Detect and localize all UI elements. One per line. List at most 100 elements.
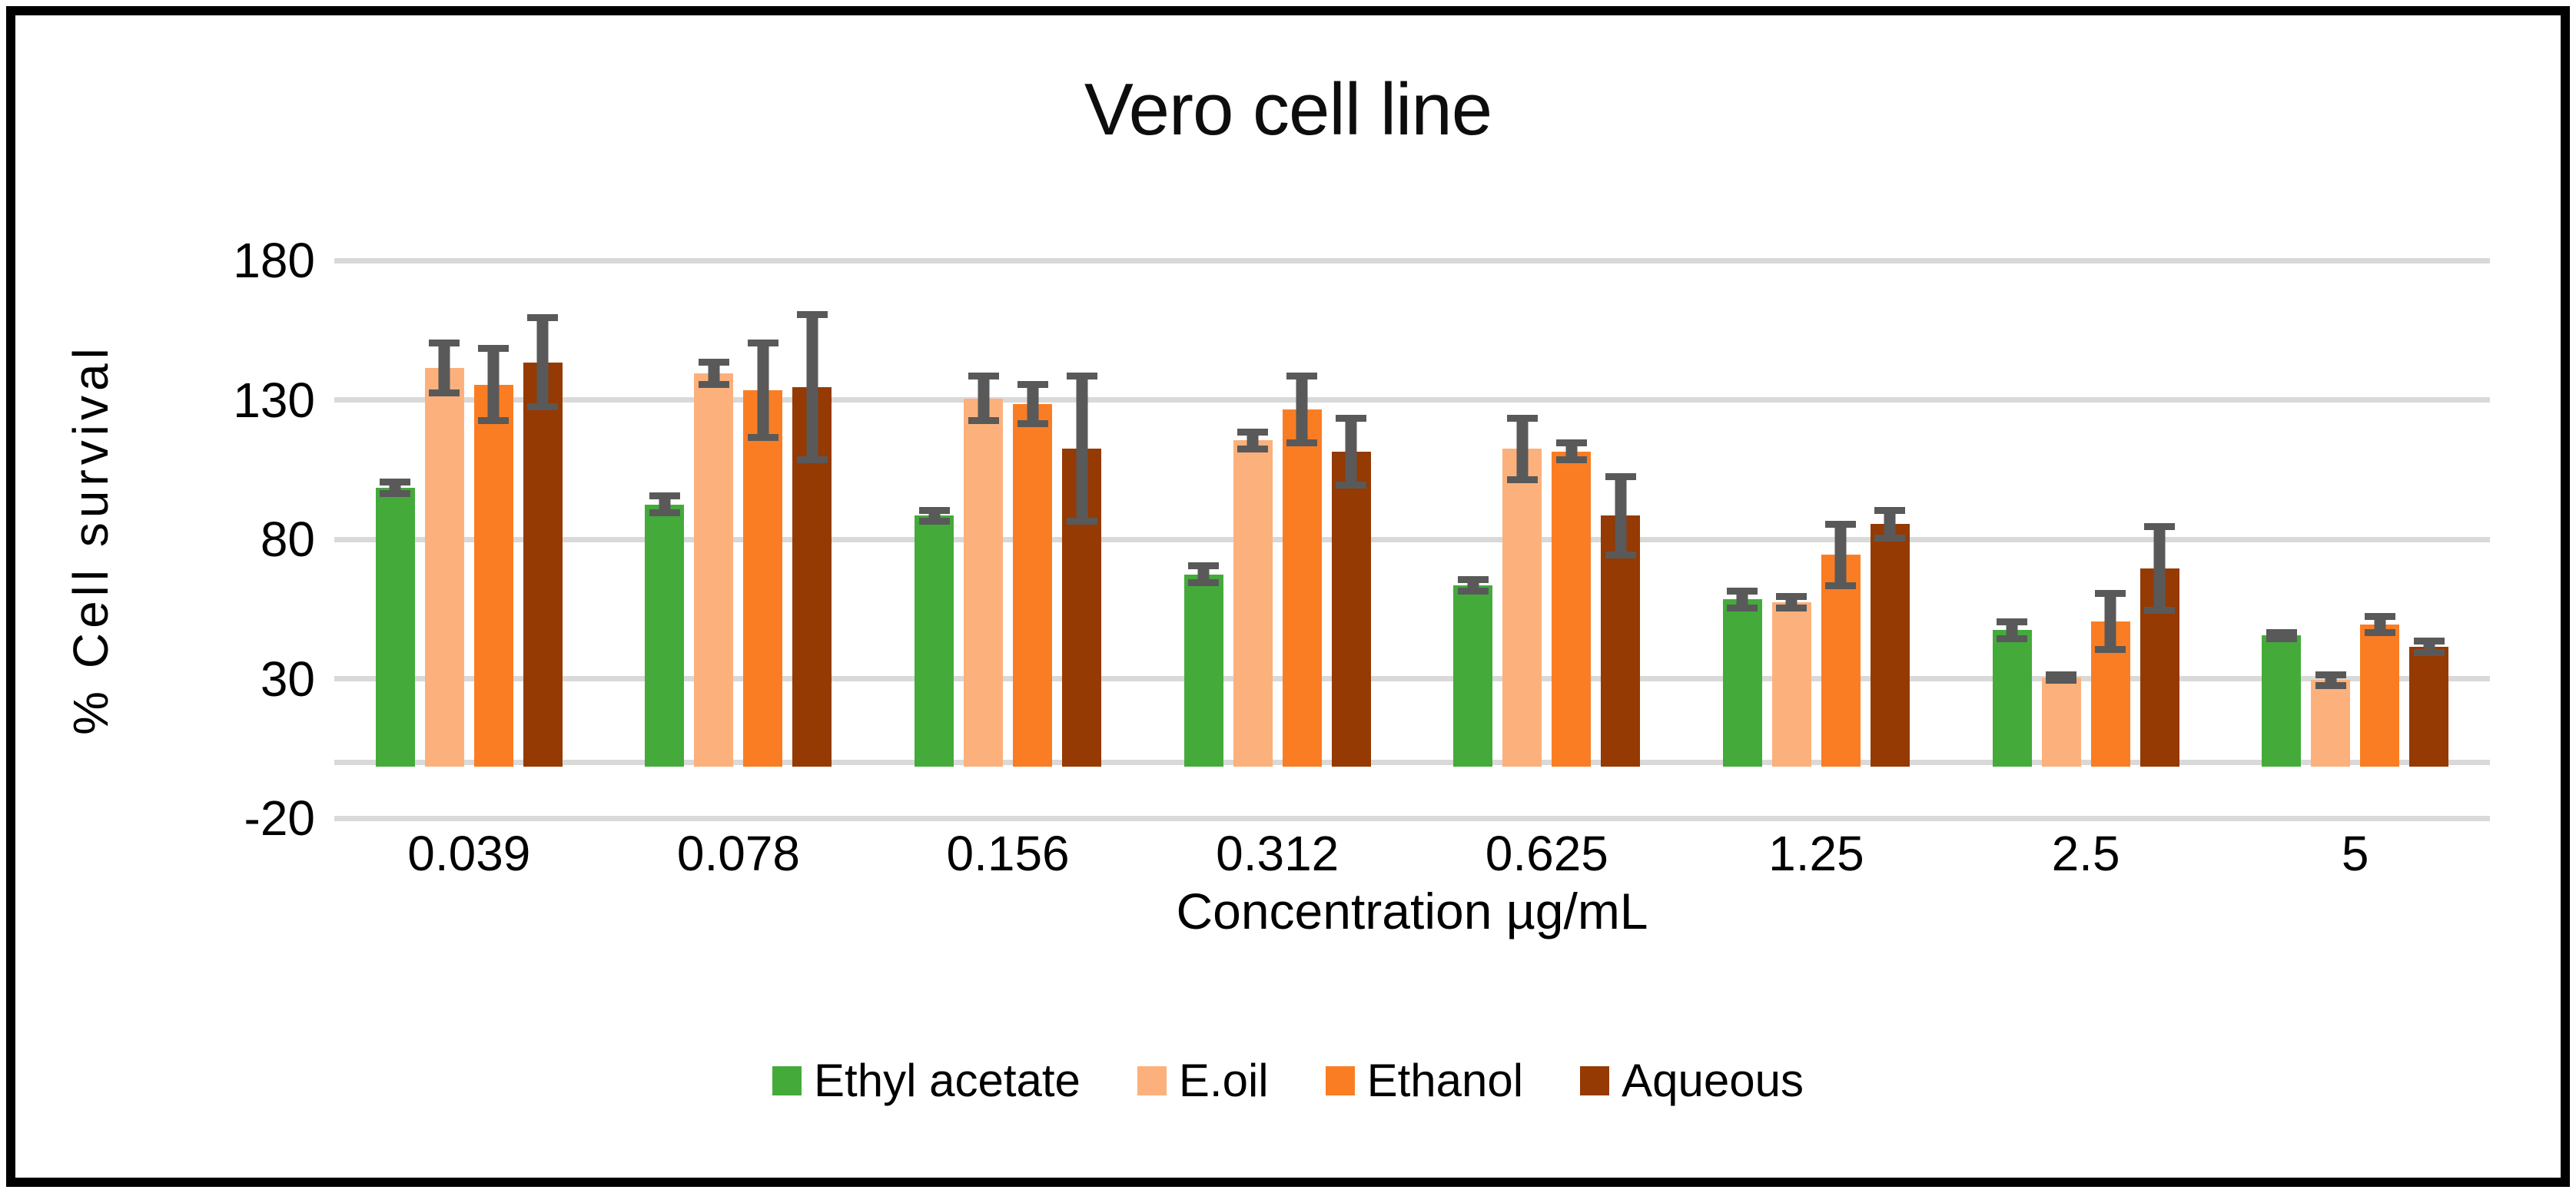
error-cap-top bbox=[2095, 590, 2126, 598]
error-bar bbox=[2144, 523, 2176, 615]
bar-ethyl-acetate-0.312 bbox=[1183, 562, 1223, 767]
error-cap-top bbox=[1997, 618, 2028, 625]
error-cap-bottom bbox=[1555, 456, 1587, 464]
legend-swatch-icon bbox=[772, 1065, 802, 1095]
error-cap-top bbox=[2364, 612, 2395, 620]
error-cap-top bbox=[1457, 576, 1489, 584]
legend-item-aqueous: Aqueous bbox=[1580, 1054, 1804, 1107]
error-whisker bbox=[1565, 442, 1578, 462]
error-cap-bottom bbox=[1825, 582, 1857, 589]
x-tick-label-0.625: 0.625 bbox=[1485, 826, 1608, 881]
error-cap-top bbox=[2315, 671, 2346, 678]
bar-e-oil-0.078 bbox=[694, 359, 734, 767]
y-tick-label--20: -20 bbox=[244, 790, 316, 846]
bar-ethyl-acetate-2.5 bbox=[1992, 618, 2032, 767]
error-whisker bbox=[1516, 416, 1529, 481]
error-bar bbox=[1555, 439, 1587, 464]
x-tick-label-5: 5 bbox=[2341, 826, 2369, 881]
error-whisker bbox=[536, 316, 549, 409]
error-bar bbox=[747, 339, 778, 442]
bar-aqueous-5 bbox=[2409, 638, 2449, 767]
error-whisker bbox=[438, 341, 450, 395]
error-cap-top bbox=[2046, 671, 2077, 678]
chart-title: Vero cell line bbox=[1084, 68, 1492, 151]
error-whisker bbox=[1345, 416, 1357, 486]
error-cap-bottom bbox=[1457, 587, 1489, 595]
error-bar bbox=[478, 345, 510, 425]
error-cap-bottom bbox=[1506, 476, 1538, 483]
bar-ethyl-acetate-0.625 bbox=[1453, 576, 1493, 767]
y-tick-label-30: 30 bbox=[260, 651, 315, 707]
bar-ethanol-5 bbox=[2360, 612, 2400, 767]
error-bar bbox=[2095, 590, 2126, 654]
legend-swatch-icon bbox=[1325, 1065, 1355, 1095]
error-cap-bottom bbox=[1017, 420, 1048, 428]
bar-group-5 bbox=[2220, 260, 2490, 767]
legend-label: Aqueous bbox=[1622, 1055, 1804, 1106]
error-cap-top bbox=[1066, 373, 1097, 380]
error-cap-top bbox=[747, 339, 778, 346]
error-whisker bbox=[2153, 525, 2166, 612]
error-bar bbox=[2266, 629, 2297, 642]
error-cap-bottom bbox=[527, 403, 559, 411]
error-bar bbox=[1506, 414, 1538, 483]
error-whisker bbox=[806, 313, 818, 462]
error-cap-top bbox=[527, 314, 559, 322]
error-bar bbox=[1188, 562, 1220, 586]
bar-aqueous-2.5 bbox=[2139, 523, 2179, 767]
bar-ethanol-1.25 bbox=[1821, 520, 1861, 767]
error-cap-top bbox=[1336, 414, 1367, 422]
error-cap-bottom bbox=[380, 489, 411, 497]
x-tick-label-2.5: 2.5 bbox=[2051, 826, 2120, 881]
error-cap-bottom bbox=[1605, 551, 1636, 558]
x-axis-title: Concentration µg/mL bbox=[1176, 883, 1648, 939]
gridline-130 bbox=[334, 397, 2490, 403]
error-bar bbox=[1874, 506, 1906, 542]
error-cap-top bbox=[968, 373, 999, 380]
bar-aqueous-0.078 bbox=[792, 311, 832, 767]
error-cap-bottom bbox=[747, 434, 778, 442]
error-cap-bottom bbox=[2266, 635, 2297, 642]
error-whisker bbox=[757, 341, 769, 439]
legend-item-ethyl-acetate: Ethyl acetate bbox=[772, 1054, 1081, 1107]
error-bar bbox=[1605, 473, 1636, 558]
bar-e-oil-0.312 bbox=[1233, 428, 1273, 767]
error-bar bbox=[968, 373, 999, 425]
error-bar bbox=[1237, 428, 1269, 452]
error-bar bbox=[1776, 593, 1808, 611]
bar-ethyl-acetate-0.039 bbox=[375, 479, 415, 767]
error-cap-top bbox=[1506, 414, 1538, 422]
error-whisker bbox=[1296, 375, 1308, 445]
legend-swatch-icon bbox=[1580, 1065, 1610, 1095]
error-cap-top bbox=[429, 339, 460, 346]
x-axis-tick-labels: 0.039 0.078 0.156 0.312 0.625 1.25 2.5 5 bbox=[334, 825, 2490, 882]
error-cap-top bbox=[796, 311, 828, 319]
error-cap-top bbox=[1017, 381, 1048, 389]
error-bar bbox=[796, 311, 828, 464]
legend-label: Ethyl acetate bbox=[814, 1055, 1081, 1106]
error-bar bbox=[527, 314, 559, 411]
error-cap-top bbox=[1874, 506, 1906, 514]
error-bar bbox=[2364, 612, 2395, 637]
error-cap-top bbox=[918, 506, 950, 514]
category-axis-line bbox=[334, 759, 2490, 765]
error-whisker bbox=[708, 361, 720, 386]
error-cap-top bbox=[649, 492, 680, 500]
error-whisker bbox=[2006, 620, 2018, 640]
bar-group-2.5 bbox=[1951, 260, 2221, 767]
error-cap-top bbox=[1188, 562, 1220, 570]
error-cap-bottom bbox=[1066, 518, 1097, 525]
error-cap-bottom bbox=[968, 417, 999, 425]
bar-e-oil-0.625 bbox=[1502, 414, 1542, 767]
error-bar bbox=[1066, 373, 1097, 525]
error-bar bbox=[1017, 381, 1048, 428]
error-cap-bottom bbox=[2144, 607, 2176, 615]
error-bar bbox=[698, 359, 729, 389]
error-cap-top bbox=[1727, 587, 1758, 595]
error-bar bbox=[1457, 576, 1489, 595]
bar-ethyl-acetate-5 bbox=[2262, 629, 2302, 767]
error-cap-bottom bbox=[698, 381, 729, 389]
error-cap-bottom bbox=[1336, 481, 1367, 489]
bar-aqueous-0.625 bbox=[1601, 473, 1641, 767]
